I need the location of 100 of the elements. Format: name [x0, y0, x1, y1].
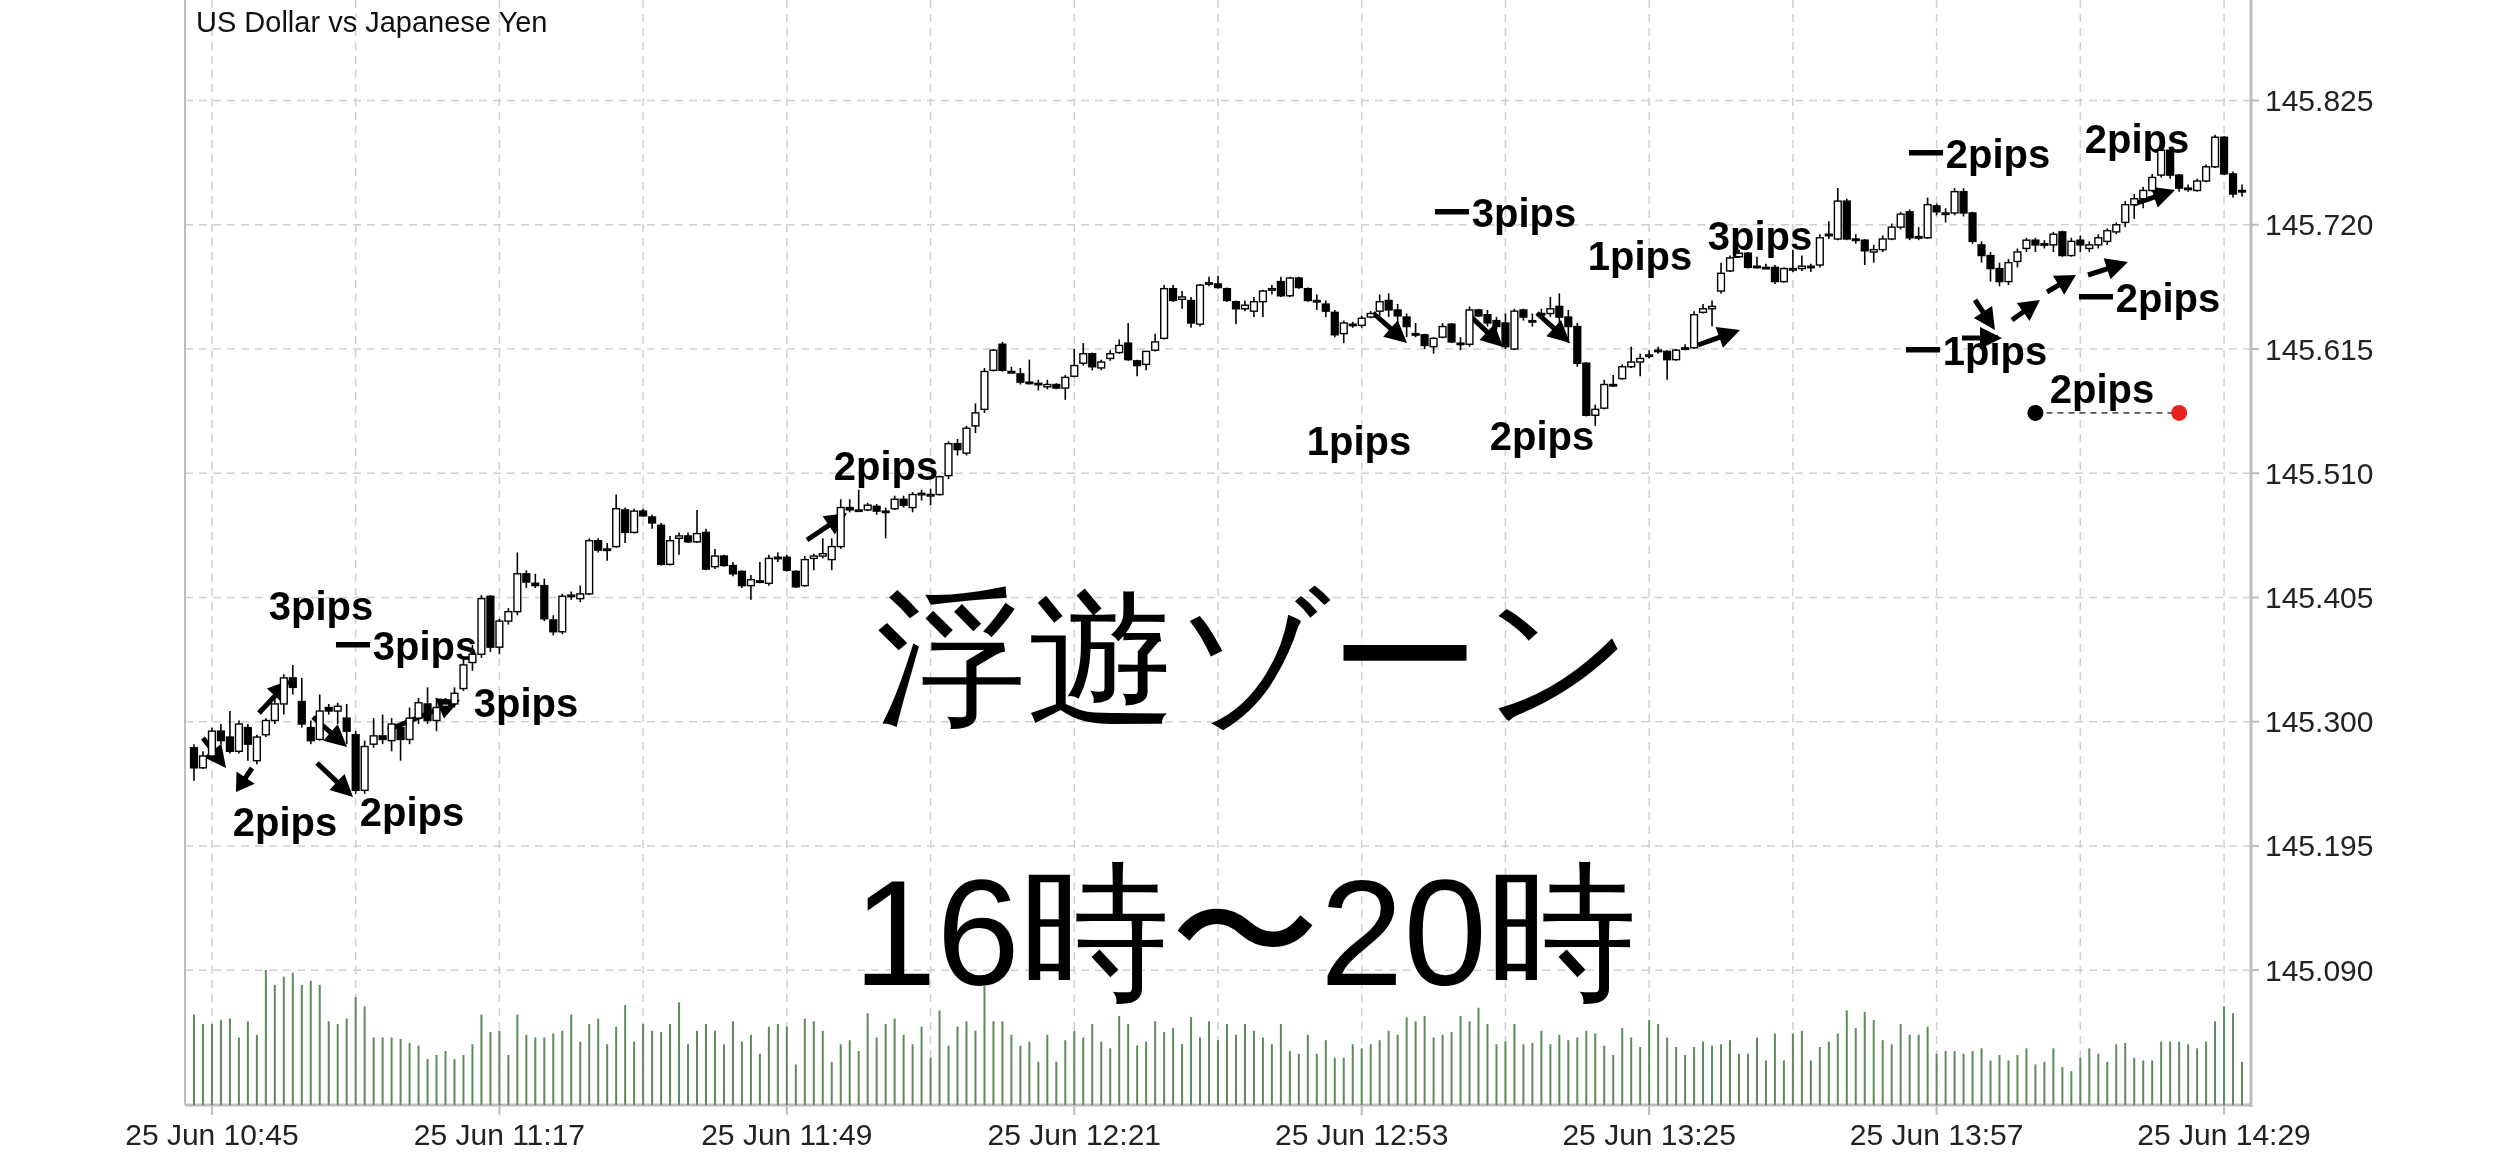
bar: [1297, 1053, 1300, 1105]
bar: [2142, 1060, 2145, 1105]
bar: [1199, 1037, 1202, 1105]
annotation: 3pips: [268, 584, 374, 628]
bar: [875, 1037, 878, 1105]
bar: [336, 1024, 339, 1105]
bar: [1693, 1046, 1696, 1105]
bar: [1953, 1051, 1956, 1105]
bar: [1208, 1021, 1211, 1105]
annotation: ー2pips: [1905, 132, 2051, 176]
bar: [1082, 1037, 1085, 1105]
bar: [300, 984, 303, 1105]
bar: [1145, 1041, 1148, 1105]
bar: [812, 1021, 815, 1105]
bar: [911, 1044, 914, 1105]
bar: [372, 1037, 375, 1105]
bar: [1648, 1019, 1651, 1105]
bar: [893, 1018, 896, 1105]
bar: [1073, 1030, 1076, 1105]
bar: [2133, 1057, 2136, 1105]
bar: [1441, 1034, 1444, 1105]
x-tick-label: 25 Jun 10:45: [125, 1118, 299, 1151]
y-tick-label: 145.510: [2265, 456, 2374, 490]
bar: [2223, 1006, 2226, 1105]
bar: [2025, 1048, 2028, 1105]
bar: [1890, 1044, 1893, 1105]
bar: [947, 1045, 950, 1105]
bar: [1190, 1017, 1193, 1105]
annotation: ー1pips: [1902, 329, 2048, 373]
bar: [1468, 1021, 1471, 1105]
candlestick: [342, 703, 351, 745]
bar: [1917, 1034, 1920, 1105]
bar: [282, 976, 285, 1105]
bar: [1010, 1034, 1013, 1105]
bar: [1109, 1048, 1112, 1105]
bar: [579, 1041, 582, 1105]
bar: [444, 1051, 447, 1105]
bar: [1540, 1030, 1543, 1105]
candlestick: [297, 677, 306, 729]
bar: [1729, 1040, 1732, 1105]
bar: [1019, 1045, 1022, 1105]
bar: [1342, 1057, 1345, 1105]
bar: [606, 1044, 609, 1105]
bar: [2079, 1057, 2082, 1105]
bar: [1432, 1037, 1435, 1105]
bar: [884, 1024, 887, 1105]
bar: [1782, 1060, 1785, 1105]
bar: [1324, 1040, 1327, 1105]
bar: [525, 1034, 528, 1105]
bar: [1396, 1034, 1399, 1105]
bar: [2097, 1053, 2100, 1105]
bar: [1773, 1033, 1776, 1105]
bar: [588, 1024, 591, 1105]
bar: [2016, 1055, 2019, 1105]
bar: [687, 1044, 690, 1105]
bar: [291, 972, 294, 1105]
bar: [498, 1030, 501, 1105]
bar: [1720, 1044, 1723, 1105]
annotation: 浮遊ゾーン: [876, 574, 1634, 742]
bar: [1387, 1030, 1390, 1105]
bar: [480, 1014, 483, 1105]
bar: [1270, 1044, 1273, 1105]
bar: [516, 1014, 519, 1105]
bar: [722, 1044, 725, 1105]
annotation: 2pips: [232, 800, 338, 844]
bar: [974, 1030, 977, 1105]
bar: [1306, 1034, 1309, 1105]
bar: [597, 1018, 600, 1105]
bar: [669, 1024, 672, 1105]
bar: [2151, 1060, 2154, 1105]
bar: [228, 1018, 231, 1105]
bar: [354, 997, 357, 1105]
bar: [1477, 1007, 1480, 1105]
bar: [1486, 1024, 1489, 1105]
bar: [2124, 1042, 2127, 1105]
bar: [435, 1055, 438, 1105]
bar: [803, 1018, 806, 1105]
bar: [1980, 1048, 1983, 1105]
bar: [1495, 1044, 1498, 1105]
bar: [2241, 1061, 2244, 1105]
candlestick: [1716, 261, 1726, 295]
bar: [255, 1034, 258, 1105]
bar: [2007, 1060, 2010, 1105]
bar: [2178, 1041, 2181, 1105]
bar: [1818, 1046, 1821, 1105]
bar: [678, 1002, 681, 1105]
bar: [749, 1034, 752, 1105]
bar: [758, 1053, 761, 1105]
bar: [1028, 1041, 1031, 1105]
bar: [794, 1064, 797, 1105]
annotation: 1pips: [1587, 234, 1693, 278]
bar: [1935, 1053, 1938, 1105]
bar: [821, 1030, 824, 1105]
candlestick: [2013, 247, 2022, 269]
bar: [2061, 1067, 2064, 1105]
x-tick-label: 25 Jun 14:29: [2137, 1118, 2311, 1151]
bar: [1351, 1044, 1354, 1105]
bar: [1414, 1021, 1417, 1105]
bar: [2205, 1041, 2208, 1105]
bar: [1666, 1037, 1669, 1105]
